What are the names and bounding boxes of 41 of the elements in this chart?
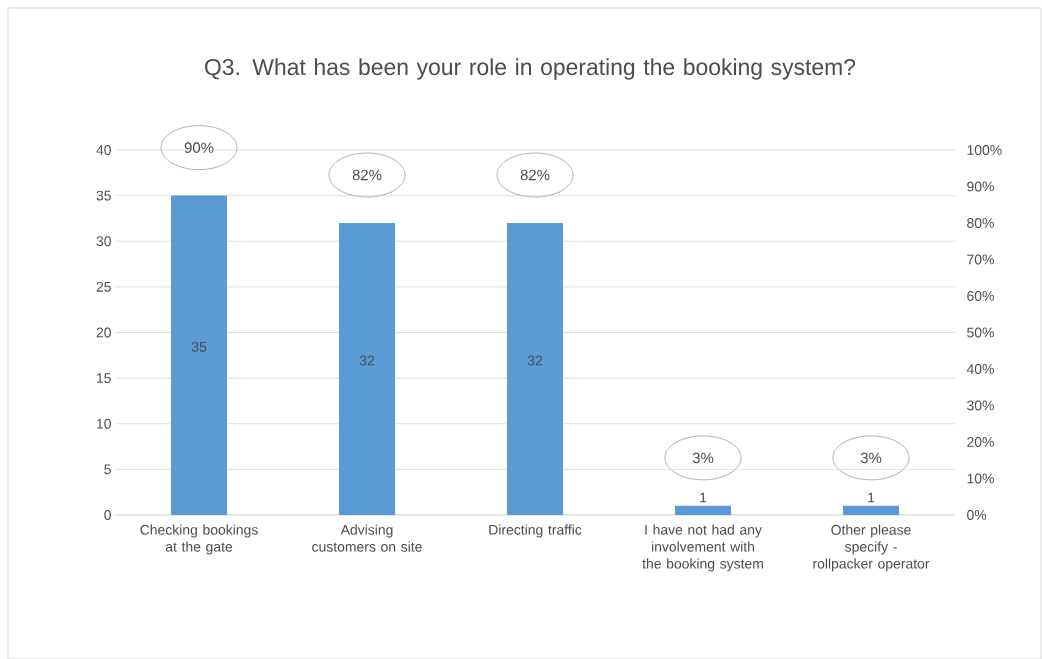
annotation: 3% xyxy=(860,452,882,464)
y2-tick-label: 60% xyxy=(967,291,994,301)
y2-tick-label: 10% xyxy=(967,473,994,484)
y2-tick-label: 40% xyxy=(966,364,994,374)
y2-tick-label: 70% xyxy=(967,254,994,265)
x-tick-label: Advising customers on site xyxy=(312,524,422,552)
chart-title: Q3. What has been your role in operating the booking system? xyxy=(205,58,856,80)
y2-tick-label: 80% xyxy=(967,218,994,228)
y-tick-label: 30 xyxy=(96,236,111,247)
y-tick-label: 15 xyxy=(97,373,111,383)
y-tick-label: 5 xyxy=(104,464,111,475)
data-label: 1 xyxy=(868,492,875,503)
annotation: 82% xyxy=(520,169,550,181)
bar xyxy=(507,222,564,515)
x-tick-label: Checking bookings at the gate xyxy=(140,524,258,555)
bar xyxy=(843,505,900,515)
annotation: 3% xyxy=(692,452,714,464)
y2-tick-label: 90% xyxy=(967,181,994,192)
data-label: 32 xyxy=(527,355,543,366)
annotation: 90% xyxy=(184,142,214,153)
x-tick-label: I have not had any involvement with the booking system xyxy=(642,524,763,572)
y2-tick-label: 20% xyxy=(967,437,994,447)
x-tick-label: Directing traffic xyxy=(489,524,582,538)
bar xyxy=(339,222,396,515)
bar xyxy=(171,195,228,515)
y2-tick-label: 0% xyxy=(967,510,987,520)
y2-tick-label: 100% xyxy=(967,145,1002,155)
bar xyxy=(675,505,732,515)
data-label: 1 xyxy=(700,492,707,503)
y-tick-label: 20 xyxy=(96,327,111,338)
y-tick-label: 0 xyxy=(104,510,111,520)
y-tick-label: 40 xyxy=(96,145,111,155)
y-tick-label: 25 xyxy=(96,281,111,292)
y2-tick-label: 50% xyxy=(967,327,994,338)
x-tick-label: Other please specify - rollpacker operator xyxy=(813,524,930,572)
y2-tick-label: 30% xyxy=(967,400,994,411)
data-label: 32 xyxy=(359,355,375,366)
data-label: 35 xyxy=(191,341,207,352)
y-tick-label: 35 xyxy=(96,190,111,201)
y-tick-label: 10 xyxy=(97,418,111,429)
annotation: 82% xyxy=(352,169,382,181)
